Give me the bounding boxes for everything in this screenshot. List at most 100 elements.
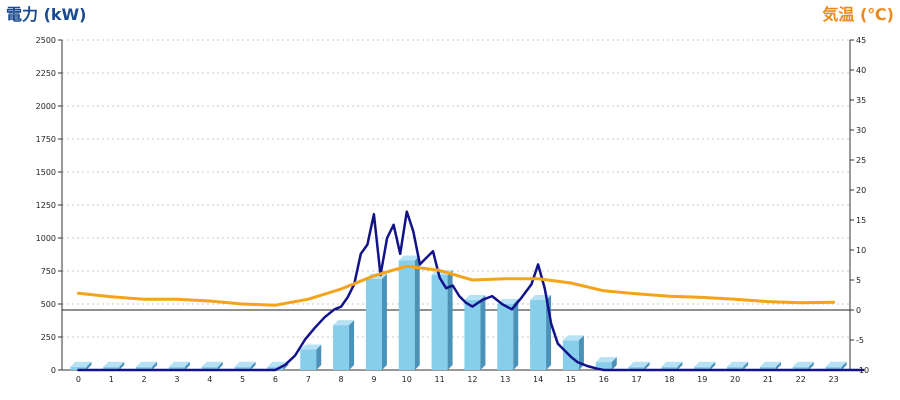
power-bar-side [119, 361, 125, 370]
x-axis-tick-label: 22 [796, 375, 806, 384]
x-axis-tick-label: 3 [174, 375, 179, 384]
power-bar [727, 361, 749, 370]
x-axis-tick-label: 10 [402, 375, 412, 384]
right-axis-tick-label: 0 [856, 306, 861, 315]
power-bar [694, 361, 716, 370]
x-axis-tick-label: 11 [434, 375, 444, 384]
power-bar-top [201, 361, 223, 367]
power-bar-front [727, 366, 744, 370]
x-axis-tick-label: 18 [664, 375, 674, 384]
right-axis-tick-label: 45 [856, 36, 866, 45]
right-axis-tick-label: 40 [856, 66, 866, 75]
power-bar-top [595, 357, 617, 363]
power-bar [168, 361, 190, 370]
x-axis-tick-label: 0 [76, 375, 81, 384]
x-axis-tick-label: 20 [730, 375, 740, 384]
left-axis-tick-label: 2250 [36, 69, 56, 78]
power-bar-top [825, 361, 847, 367]
x-axis-tick-label: 19 [697, 375, 707, 384]
right-axis-tick-label: 15 [856, 216, 866, 225]
left-axis-tick-label: 1250 [36, 201, 56, 210]
power-bar-side [710, 361, 716, 370]
power-bar [365, 273, 387, 370]
power-bar-top [727, 361, 749, 367]
power-bar-front [168, 366, 185, 370]
temperature-line [76, 264, 836, 307]
power-bar-front [365, 278, 382, 370]
power-bar [398, 255, 420, 370]
power-bar [333, 320, 355, 370]
left-axis-tick-label: 1000 [36, 234, 56, 243]
power-bar-side [86, 361, 92, 370]
right-axis-tick-label: 25 [856, 156, 866, 165]
power-bar-side [775, 361, 781, 370]
power-bar-front [103, 366, 120, 370]
left-axis-title: 電力 (kW) [6, 5, 87, 24]
power-bar [497, 299, 519, 370]
x-axis-tick-label: 21 [763, 375, 773, 384]
power-bar-front [595, 362, 612, 370]
power-bar [759, 361, 781, 370]
x-axis-tick-label: 2 [142, 375, 147, 384]
power-bar-front [333, 325, 350, 370]
power-bar-front [530, 300, 547, 370]
power-bar [70, 361, 92, 370]
power-bar-side [250, 361, 256, 370]
power-bar [661, 361, 683, 370]
power-bar-side [808, 361, 814, 370]
x-axis-tick-label: 9 [371, 375, 376, 384]
power-bar-side [644, 361, 650, 370]
power-bar-top [103, 361, 125, 367]
power-bar-front [431, 274, 448, 370]
power-bar-front [300, 349, 317, 370]
power-line [77, 210, 865, 372]
power-bar-front [464, 300, 481, 370]
x-axis-tick-label: 15 [566, 375, 576, 384]
x-axis-tick-label: 5 [240, 375, 245, 384]
power-bar [628, 361, 650, 370]
power-bar-top [168, 361, 190, 367]
power-bar [464, 295, 486, 370]
right-axis-title: 気温 (℃) [822, 5, 894, 24]
power-bar [431, 269, 453, 370]
power-bar-top [333, 320, 355, 326]
x-axis-tick-label: 23 [828, 375, 838, 384]
power-bar-top [661, 361, 683, 367]
power-bar [595, 357, 617, 370]
power-bar-side [316, 344, 322, 370]
power-bar-front [234, 366, 251, 370]
x-axis-tick-label: 1 [109, 375, 114, 384]
power-bar-top [234, 361, 256, 367]
power-bar-side [414, 255, 420, 370]
power-bar-front [201, 366, 218, 370]
x-axis-tick-label: 16 [599, 375, 609, 384]
left-axis-tick-label: 2000 [36, 102, 56, 111]
power-bar-side [381, 273, 387, 370]
power-bar-top [628, 361, 650, 367]
left-axis-tick-label: 0 [51, 366, 56, 375]
power-bar-front [825, 366, 842, 370]
power-bar-front [136, 366, 153, 370]
tick-layer: 02505007501000125015001750200022502500-1… [36, 36, 869, 384]
left-axis-tick-label: 500 [41, 300, 56, 309]
power-bar-side [513, 299, 519, 370]
power-bar-side [480, 295, 486, 370]
power-bar-front [267, 366, 284, 370]
grid-layer [62, 39, 850, 338]
power-bar [825, 361, 847, 370]
power-bar-side [152, 361, 158, 370]
x-axis-tick-label: 6 [273, 375, 278, 384]
power-bar [103, 361, 125, 370]
power-bar-front [792, 366, 809, 370]
right-axis-tick-label: 10 [856, 246, 866, 255]
power-bar-top [300, 344, 322, 350]
power-bar-front [497, 304, 514, 370]
power-bar-side [743, 361, 749, 370]
power-bar-side [677, 361, 683, 370]
right-axis-tick-label: 30 [856, 126, 866, 135]
power-bar [300, 344, 322, 370]
power-bar-front [70, 366, 87, 370]
power-bar-front [694, 366, 711, 370]
